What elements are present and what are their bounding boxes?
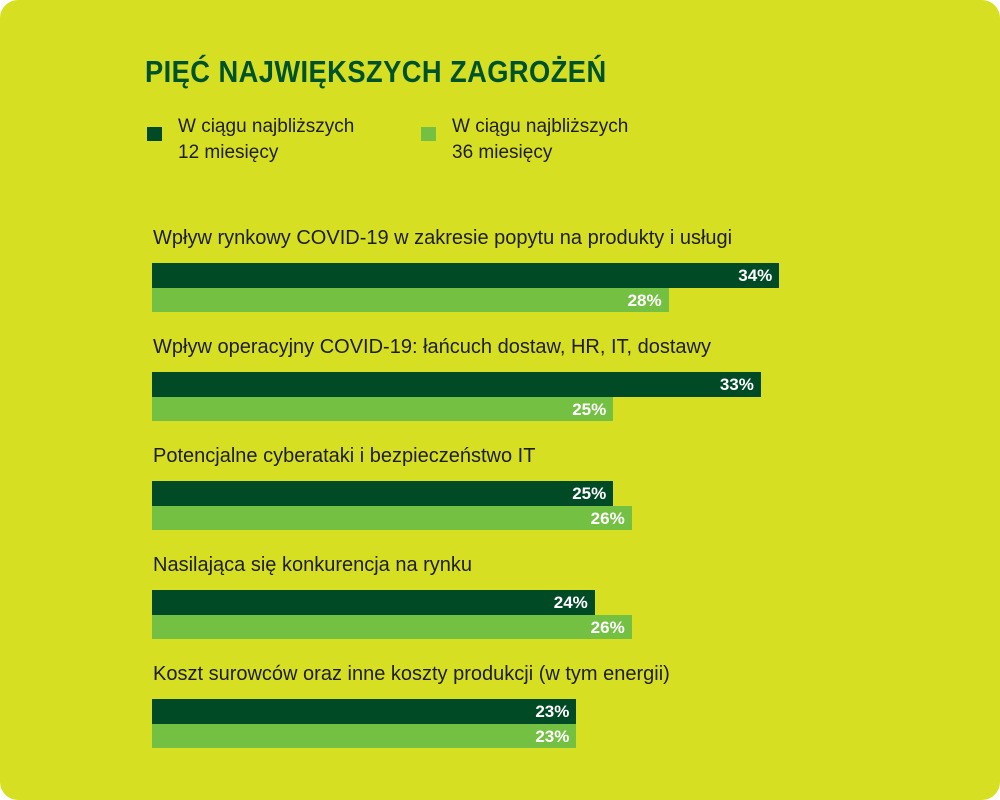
bar-36-months [152, 506, 632, 530]
bar-36-months [152, 288, 669, 312]
category-label: Nasilająca się konkurencja na rynku [153, 554, 473, 576]
legend-label-line1: W ciągu najbliższych [452, 116, 629, 137]
bar-12-months [152, 481, 614, 506]
chart-title: PIĘĆ NAJWIĘKSZYCH ZAGROŻEŃ [145, 54, 607, 89]
data-label: 25% [572, 400, 607, 419]
bar-36-months [152, 615, 632, 639]
bar-12-months [152, 372, 761, 397]
data-label: 23% [535, 702, 570, 721]
data-label: 33% [719, 375, 754, 394]
bar-12-months [152, 699, 577, 724]
data-label: 26% [590, 509, 625, 528]
data-label: 24% [553, 593, 588, 612]
data-label: 26% [590, 618, 625, 637]
bar-12-months [152, 590, 595, 615]
bar-36-months [152, 724, 577, 748]
data-label: 23% [535, 727, 570, 746]
category-label: Wpływ rynkowy COVID-19 w zakresie popytu… [153, 227, 733, 249]
data-label: 34% [738, 266, 773, 285]
legend-label-line2: 36 miesięcy [452, 142, 553, 163]
legend-swatch-dark [147, 127, 162, 141]
legend-item-12-months: W ciągu najbliższych 12 miesięcy [147, 114, 355, 166]
legend-label-line2: 12 miesięcy [178, 142, 279, 163]
legend-swatch-light [421, 127, 436, 141]
legend-label-line1: W ciągu najbliższych [178, 116, 355, 137]
bar-12-months [152, 263, 780, 288]
category-label: Wpływ operacyjny COVID-19: łańcuch dosta… [153, 336, 711, 358]
legend-item-36-months: W ciągu najbliższych 36 miesięcy [421, 114, 629, 166]
category-label: Koszt surowców oraz inne koszty produkcj… [153, 663, 670, 685]
data-label: 25% [572, 484, 607, 503]
data-label: 28% [627, 291, 662, 310]
category-label: Potencjalne cyberataki i bezpieczeństwo … [153, 445, 536, 467]
bar-36-months [152, 397, 614, 421]
